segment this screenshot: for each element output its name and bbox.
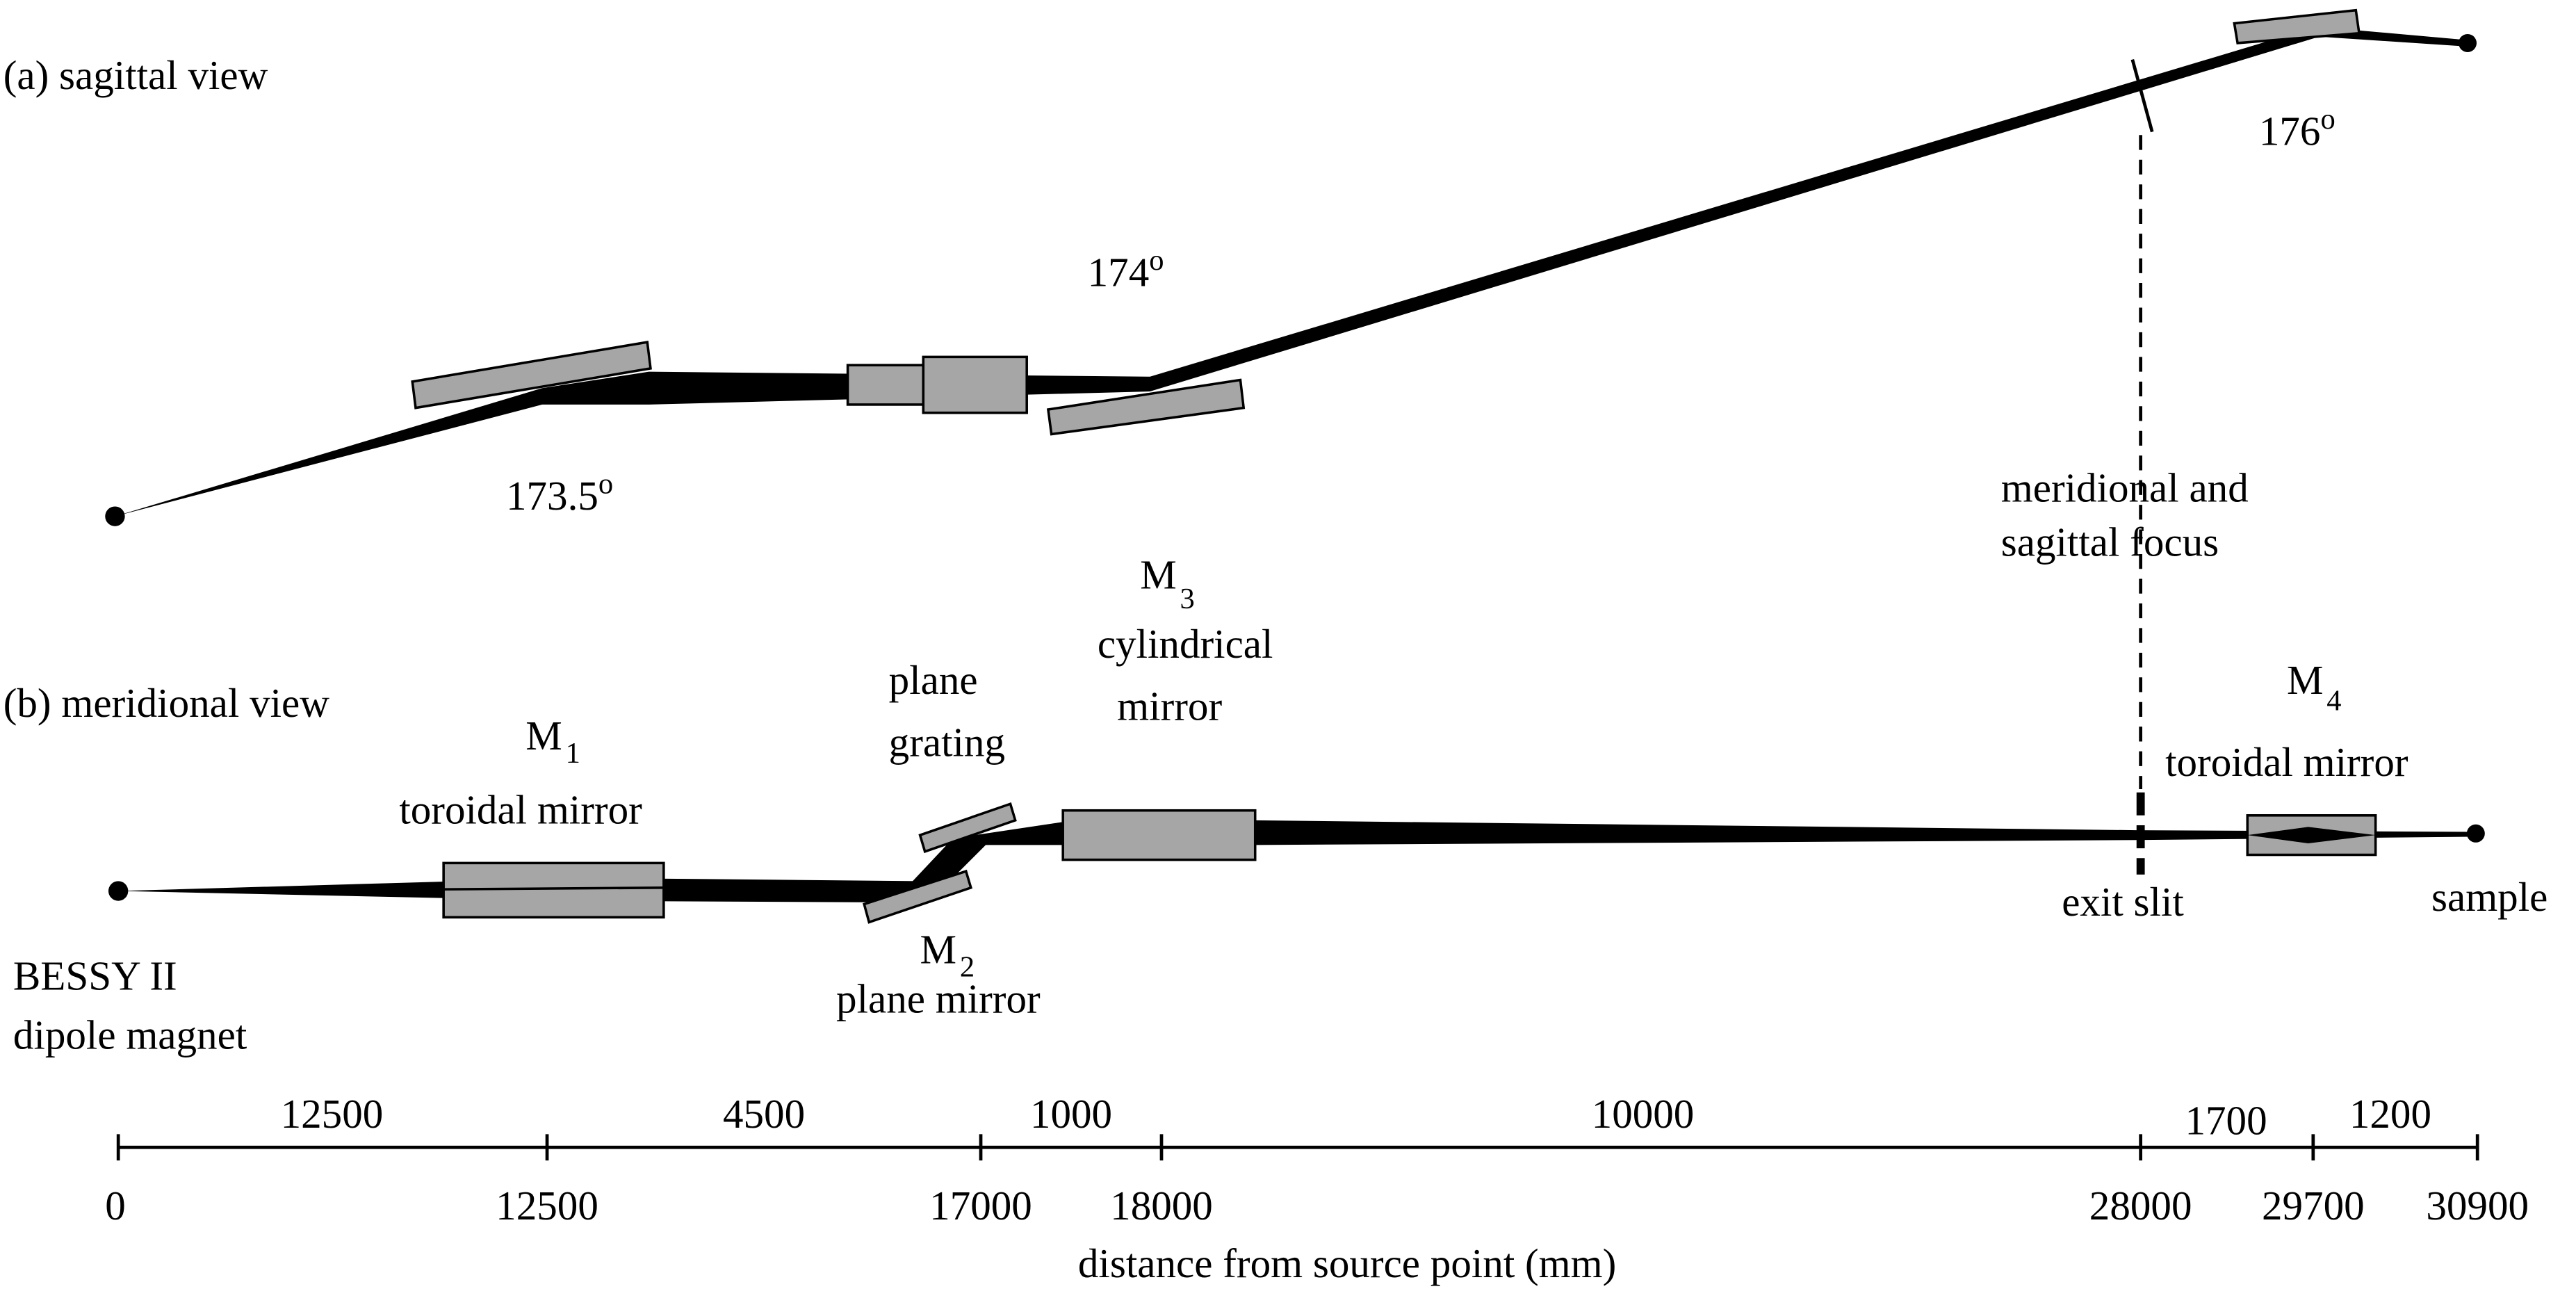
segment-label: 4500	[723, 1091, 805, 1137]
tick-label: 17000	[929, 1183, 1032, 1229]
view-label: (a) sagittal view	[3, 52, 268, 98]
component-label: M3	[1140, 552, 1195, 615]
component-label: toroidal mirror	[2165, 739, 2408, 785]
tick-label: 18000	[1110, 1183, 1213, 1229]
component-label: toroidal mirror	[399, 787, 642, 833]
segment-label: 1200	[2349, 1091, 2431, 1137]
component-label: sample	[2431, 874, 2548, 920]
mirror-line	[443, 886, 664, 891]
mirror-m1	[411, 341, 652, 410]
axis: 0 12500 17000 18000 28000 29700 30900 12500 4500…	[105, 1091, 2529, 1229]
segment-label: 10000	[1592, 1091, 1695, 1137]
beam	[1255, 820, 2473, 845]
grating-side	[846, 364, 925, 406]
axis-label: distance from source point (mm)	[1078, 1240, 1616, 1286]
focus-label: meridional and	[2001, 464, 2249, 510]
tick-label: 0	[105, 1183, 126, 1229]
segment-label: 12500	[281, 1091, 384, 1137]
mirror-m3	[1061, 809, 1257, 861]
component-label: mirror	[1117, 683, 1222, 729]
beam	[2247, 827, 2376, 843]
tick-label: 28000	[2089, 1183, 2192, 1229]
angle: 176o	[2259, 103, 2335, 154]
tick-label: 29700	[2262, 1183, 2365, 1229]
tick-label: 12500	[496, 1183, 598, 1229]
mirror-m3	[1046, 378, 1246, 436]
angle: 174o	[1088, 244, 1164, 295]
component-label: exit slit	[2062, 879, 2184, 925]
component-label: grating	[889, 720, 1005, 765]
component-label: cylindrical	[1098, 621, 1273, 667]
tick-label: 30900	[2426, 1183, 2529, 1229]
slit	[2130, 58, 2154, 133]
mirror-m2	[863, 869, 973, 924]
segment-label: 1700	[2185, 1097, 2267, 1143]
mirror-m4	[2233, 8, 2361, 44]
view-label: (b) meridional view	[3, 680, 330, 726]
segment-label: 1000	[1030, 1091, 1112, 1137]
source-label: BESSY II	[13, 952, 177, 998]
beam	[115, 26, 2320, 517]
angle: 173.5o	[506, 468, 613, 519]
component-label: plane	[889, 657, 978, 703]
grating	[918, 802, 1017, 854]
sample-point	[2466, 824, 2485, 843]
grating	[922, 355, 1028, 414]
source-label: dipole magnet	[13, 1012, 247, 1057]
sample-point	[2459, 33, 2477, 52]
focus-label: sagittal focus	[2001, 519, 2219, 565]
component-label: plane mirror	[836, 975, 1041, 1021]
